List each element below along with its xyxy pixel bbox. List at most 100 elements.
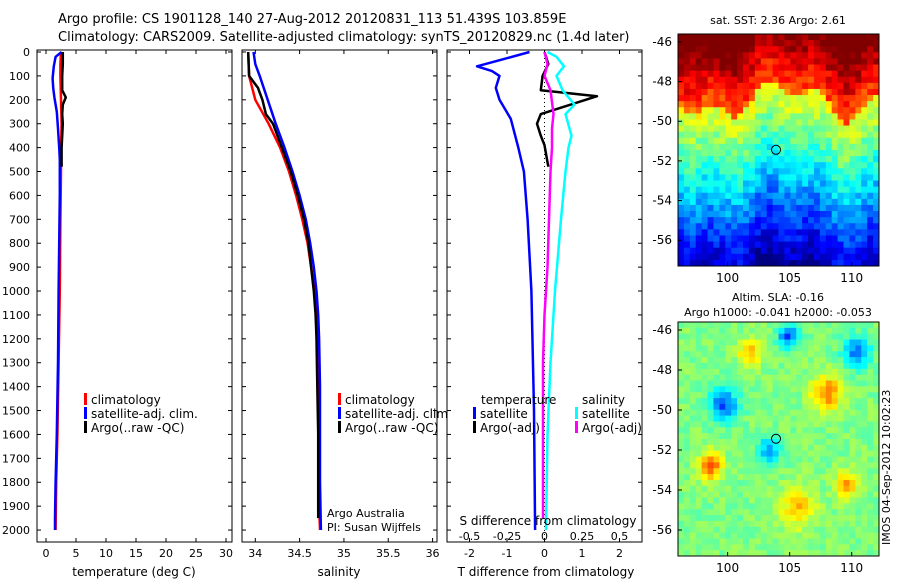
heatmap-cell [689,491,697,499]
heatmap-cell [772,456,780,463]
heatmap-cell [719,357,726,364]
heatmap-cell [796,327,803,335]
heatmap-cell [855,119,862,127]
heatmap-cell [695,421,703,428]
heatmap-cell [772,515,780,522]
heatmap-cell [831,491,839,499]
heatmap-cell [731,386,738,393]
heatmap-cell [873,125,879,133]
heatmap-cell [772,137,780,145]
heatmap-cell [754,70,762,78]
heatmap-cell [772,398,780,405]
heatmap-cell [737,259,744,266]
legend-label-climatology: climatology [91,393,161,407]
heatmap-cell [790,168,797,176]
heatmap-cell [731,64,738,72]
heatmap-cell [748,119,756,127]
depth-tick-label: 600 [9,189,30,202]
heatmap-cell [695,70,703,78]
heatmap-cell [695,409,703,417]
heatmap-cell [766,503,774,510]
heatmap-cell [754,241,762,249]
heatmap-cell [837,235,845,243]
heatmap-cell [731,223,738,230]
heatmap-cell [861,76,868,84]
heatmap-cell [778,95,786,102]
heatmap-cell [707,345,715,352]
heatmap-cell [731,544,738,551]
heatmap-cell [731,433,738,440]
heatmap-cell [689,386,697,393]
heatmap-cell [802,450,809,458]
heatmap-cell [849,409,856,417]
heatmap-cell [790,532,797,540]
heatmap-cell [760,386,768,393]
heatmap-cell [837,150,845,157]
heatmap-cell [796,497,803,504]
heatmap-cell [837,322,845,329]
heatmap-cell [678,253,685,261]
heatmap-cell [855,374,862,382]
heatmap-cell [784,162,791,169]
heatmap-cell [737,137,744,145]
heatmap-cell [713,374,720,382]
map-y-tick-label: -56 [652,523,672,537]
heatmap-cell [873,107,879,114]
heatmap-cell [743,162,750,169]
heatmap-cell [737,168,744,176]
heatmap-cell [701,462,709,469]
map-y-tick-label: -48 [652,75,672,89]
heatmap-cell [748,34,756,41]
heatmap-cell [707,101,715,108]
heatmap-cell [867,113,874,121]
heatmap-cell [808,485,815,493]
heatmap-cell [754,503,762,510]
heatmap-cell [778,150,786,157]
heatmap-cell [825,82,833,90]
heatmap-cell [837,450,845,458]
heatmap-cell [754,119,762,127]
heatmap-cell [796,211,803,218]
heatmap-cell [713,107,720,114]
heatmap-cell [843,398,851,405]
heatmap-cell [689,223,697,230]
heatmap-cell [837,491,845,499]
heatmap-cell [689,479,697,487]
heatmap-cell [849,125,856,133]
heatmap-cell [713,421,720,428]
heatmap-cell [819,333,827,341]
heatmap-cell [843,339,851,346]
heatmap-cell [737,479,744,487]
heatmap-cell [873,392,879,399]
heatmap-cell [819,82,827,90]
heatmap-cell [825,168,833,176]
heatmap-cell [790,223,797,230]
heatmap-cell [831,247,839,255]
heatmap-cell [855,168,862,176]
heatmap-cell [790,70,797,78]
heatmap-cell [766,76,774,84]
heatmap-cell [843,192,851,200]
heatmap-cell [837,125,845,133]
heatmap-cell [825,357,833,364]
heatmap-cell [683,398,691,405]
heatmap-cell [784,247,791,255]
heatmap-cell [772,40,780,47]
heatmap-cell [719,162,726,169]
heatmap-cell [837,211,845,218]
heatmap-cell [678,462,685,469]
heatmap-cell [754,168,762,176]
heatmap-cell [873,82,879,90]
heatmap-cell [760,131,768,139]
heatmap-cell [790,485,797,493]
heatmap-cell [678,46,685,53]
depth-tick-label: 0 [23,46,30,59]
heatmap-cell [813,421,821,428]
heatmap-cell [760,168,768,176]
heatmap-cell [695,113,703,121]
heatmap-cell [790,450,797,458]
s-diff-tick-label: 0.5 [611,530,629,543]
heatmap-cell [719,174,726,182]
heatmap-cell [873,34,879,41]
heatmap-cell [743,421,750,428]
